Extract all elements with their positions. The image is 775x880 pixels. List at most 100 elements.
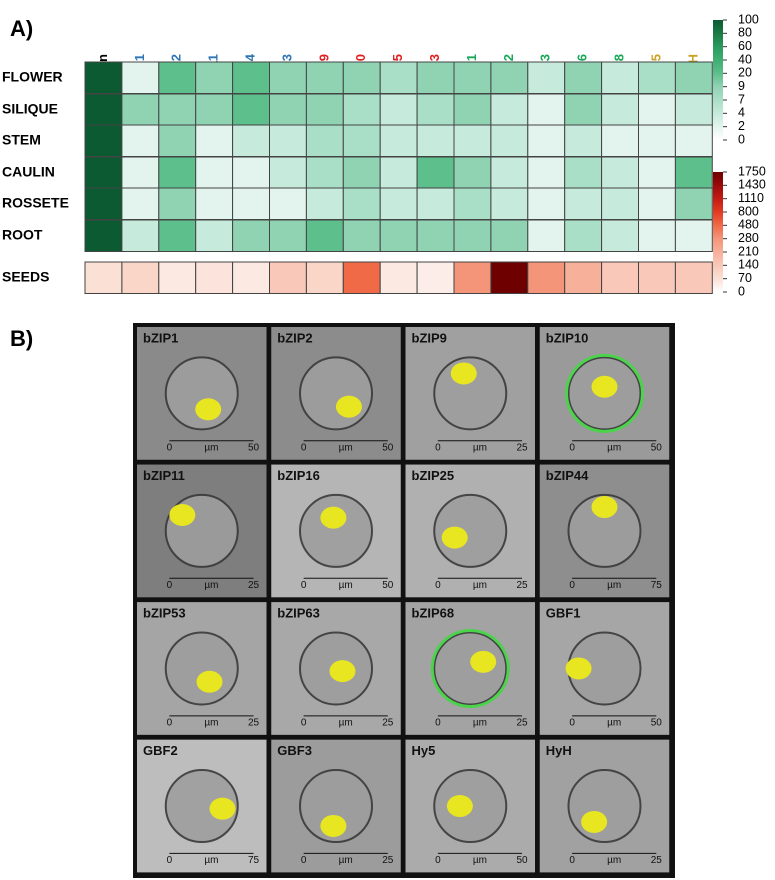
scale-label: 50 <box>651 717 663 728</box>
scale-label: 0 <box>301 580 307 591</box>
scale-label: 50 <box>516 855 528 866</box>
heatmap-cell <box>379 156 418 189</box>
heatmap-cell <box>269 93 307 126</box>
row-label: ROSSETE <box>2 194 69 210</box>
heatmap-cell <box>232 124 271 157</box>
image-label: bZIP10 <box>546 330 589 345</box>
colorbar-tick-label: 0 <box>738 132 745 146</box>
scale-label: 25 <box>651 855 663 866</box>
colorbar-tick-label: 40 <box>738 52 752 66</box>
heatmap-cell <box>195 124 234 157</box>
heatmap-cell <box>564 261 603 294</box>
heatmap-cell <box>269 187 307 220</box>
heatmap-cell <box>232 187 271 220</box>
scale-label: µm <box>204 442 218 453</box>
heatmap-cell <box>490 93 529 126</box>
scale-label: 0 <box>167 442 173 453</box>
image-label: bZIP11 <box>143 468 185 483</box>
nucleus <box>591 375 618 398</box>
scale-label: µm <box>607 717 621 728</box>
heatmap-cell <box>379 61 418 94</box>
heatmap-cell <box>453 61 492 94</box>
heatmap-cell <box>527 93 566 126</box>
scale-label: µm <box>339 442 353 453</box>
heatmap-cell <box>379 93 418 126</box>
heatmap-cell <box>232 93 271 126</box>
heatmap-cell <box>674 261 713 294</box>
image-label: bZIP53 <box>143 606 186 621</box>
row-label: CAULIN <box>2 163 55 179</box>
image-label: Hy5 <box>412 743 436 758</box>
row-label: FLOWER <box>2 68 63 84</box>
heatmap-cell <box>158 219 197 252</box>
cell-outline <box>430 628 510 708</box>
heatmap-cell <box>453 261 492 294</box>
colorbar-tick-label: 1750 <box>738 164 766 178</box>
heatmap-cell <box>601 156 639 189</box>
heatmap-cell <box>342 61 381 94</box>
heatmap-cell <box>342 156 381 189</box>
heatmap-cell <box>416 187 455 220</box>
heatmap-cell <box>379 219 418 252</box>
colorbar-tick-label: 1430 <box>738 178 766 192</box>
colorbar-tick-label: 70 <box>738 271 752 285</box>
cell <box>567 493 642 568</box>
scale-label: 50 <box>248 442 260 453</box>
heatmap-cell <box>269 61 307 94</box>
nucleus <box>470 650 497 673</box>
heatmap-cell <box>342 261 381 294</box>
heatmap-cell <box>416 219 455 252</box>
heatmap-cell <box>527 156 566 189</box>
cell <box>299 493 373 568</box>
colorbar <box>713 20 723 140</box>
heatmap-cell <box>84 219 123 252</box>
heatmap-cell <box>416 156 455 189</box>
colorbar-tick-label: 0 <box>738 284 745 298</box>
scale-label: 0 <box>301 442 307 453</box>
scale-label: 0 <box>435 717 441 728</box>
scale-label: 0 <box>569 442 575 453</box>
heatmap-cell <box>416 93 455 126</box>
heatmap-cell <box>84 156 123 189</box>
colorbar-tick-label: 60 <box>738 39 752 53</box>
heatmap-cell <box>379 124 418 157</box>
heatmap-cell <box>490 261 529 294</box>
heatmap-cell <box>527 124 566 157</box>
cell <box>433 631 508 706</box>
heatmap-cell <box>527 219 566 252</box>
scale-label: 50 <box>382 580 394 591</box>
cell <box>164 769 239 844</box>
scale-label: µm <box>204 580 218 591</box>
cell <box>433 493 508 568</box>
heatmap-cell <box>158 93 197 126</box>
heatmap-cell <box>158 61 197 94</box>
nucleus <box>450 362 477 385</box>
scale-label: 25 <box>248 580 260 591</box>
scale-label: 0 <box>167 855 173 866</box>
heatmap-cell <box>601 93 639 126</box>
nucleus <box>581 810 608 833</box>
scale-label: 50 <box>651 442 663 453</box>
scale-label: 0 <box>435 442 441 453</box>
image-label: bZIP25 <box>412 468 455 483</box>
cell <box>164 631 239 706</box>
heatmap-cell <box>527 187 566 220</box>
scale-label: 0 <box>301 855 307 866</box>
heatmap-cell <box>564 93 603 126</box>
heatmap-cell <box>232 156 271 189</box>
heatmap-cell <box>564 61 603 94</box>
row-label: ROOT <box>2 226 43 242</box>
scale-label: 75 <box>248 855 260 866</box>
heatmap-cell <box>305 219 344 252</box>
heatmap-cell <box>342 124 381 157</box>
row-label: STEM <box>2 131 41 147</box>
nucleus <box>441 526 468 549</box>
row-label: SILIQUE <box>2 100 58 116</box>
heatmap-cell <box>121 156 160 189</box>
colorbar-tick-label: 1110 <box>738 191 764 205</box>
scale-label: µm <box>204 717 218 728</box>
heatmap-cell <box>564 156 603 189</box>
heatmap-cell <box>158 187 197 220</box>
colorbar-tick-label: 210 <box>738 244 759 258</box>
cell <box>299 769 373 844</box>
